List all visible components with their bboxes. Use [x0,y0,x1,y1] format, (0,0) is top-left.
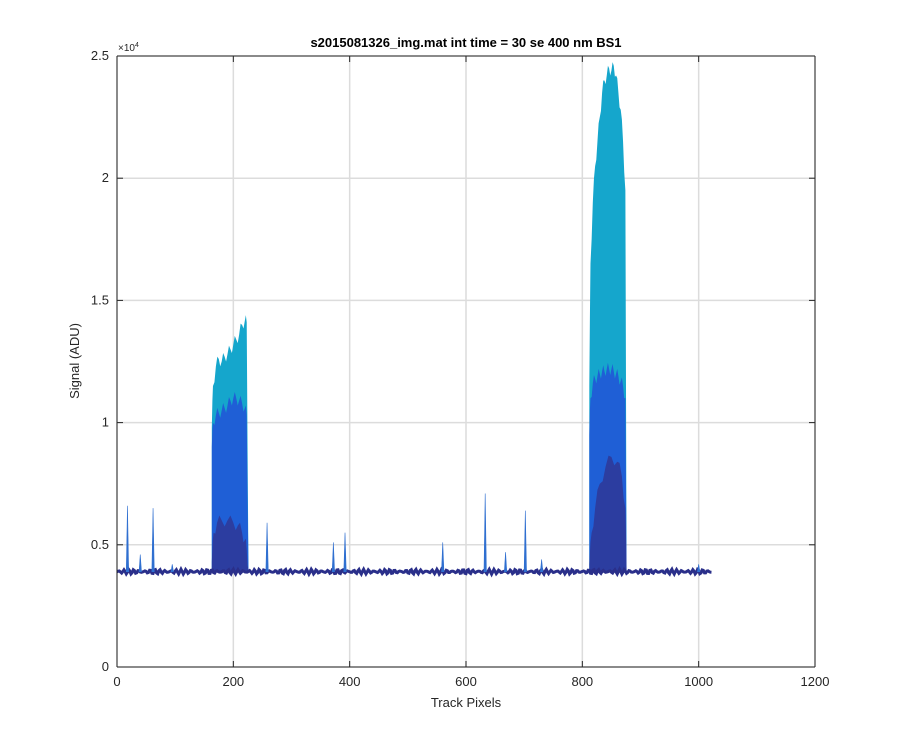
signal-spike [151,508,155,572]
x-tick-label: 600 [455,674,477,689]
signal-spike [331,542,335,572]
signal-spike [125,505,129,572]
ticks-group: 0 200 400 600 800 1000 1200 0 0.5 1 1.5 2 2.5 [91,48,830,689]
x-axis-label: Track Pixels [431,695,502,710]
y-tick-label: 0.5 [91,537,109,552]
y-tick-label: 2.5 [91,48,109,63]
band-bottom [211,515,249,572]
band-bottom [589,455,627,572]
signal-spike [523,510,527,572]
x-tick-label: 200 [222,674,244,689]
signal-spike [483,493,487,572]
signal-spike [540,559,544,572]
y-exponent-label: ×104 [118,42,139,54]
x-tick-label: 0 [113,674,120,689]
y-axis-label: Signal (ADU) [67,323,82,399]
signal-spike [170,564,174,572]
x-tick-label: 400 [339,674,361,689]
chart-title: s2015081326_img.mat int time = 30 se 400… [310,35,621,50]
y-tick-label: 0 [102,659,109,674]
series-group [116,62,712,578]
signal-spike [265,522,269,572]
signal-spike [138,554,142,572]
signal-spike [504,552,508,572]
x-tick-label: 1000 [684,674,713,689]
signal-spike [697,564,701,572]
signal-spike [441,542,445,572]
y-tick-label: 1.5 [91,292,109,307]
x-tick-label: 800 [571,674,593,689]
y-tick-label: 2 [102,170,109,185]
baseline-signal [116,565,712,578]
signal-spike [343,532,347,572]
x-tick-label: 1200 [801,674,830,689]
y-tick-label: 1 [102,415,109,430]
